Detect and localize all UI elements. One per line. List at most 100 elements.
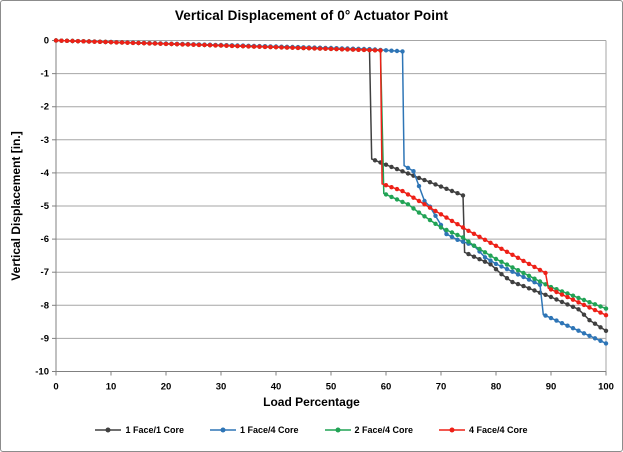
- legend-marker-dot: [105, 427, 111, 433]
- y-tick-label: -4: [41, 168, 50, 179]
- data-point-4-face-4-core: [466, 228, 471, 233]
- data-point-4-face-4-core: [592, 307, 598, 313]
- data-point-1-face-1-core: [389, 164, 394, 170]
- data-point-4-face-4-core: [559, 292, 565, 297]
- legend-marker-dot: [220, 427, 226, 433]
- data-point-1-face-4-core: [587, 333, 592, 338]
- legend-marker-dot: [449, 427, 455, 433]
- data-point-2-face-4-core: [587, 300, 592, 305]
- data-point-1-face-4-core: [455, 237, 460, 242]
- data-point-2-face-4-core: [493, 256, 499, 262]
- data-point-2-face-4-core: [532, 276, 537, 281]
- data-point-4-face-4-core: [70, 38, 75, 44]
- data-point-1-face-4-core: [405, 165, 411, 171]
- data-point-1-face-1-core: [422, 177, 427, 183]
- data-point-4-face-4-core: [224, 43, 229, 48]
- legend-line-marker-icon: [209, 427, 236, 433]
- x-tick-label: 30: [216, 382, 227, 393]
- data-point-2-face-4-core: [449, 230, 455, 235]
- data-point-4-face-4-core: [427, 205, 433, 210]
- data-point-1-face-1-core: [372, 158, 378, 163]
- data-point-4-face-4-core: [383, 183, 389, 188]
- data-point-4-face-4-core: [119, 40, 125, 45]
- x-tick-label: 40: [271, 382, 282, 393]
- data-point-4-face-4-core: [147, 41, 152, 46]
- data-point-4-face-4-core: [240, 44, 246, 49]
- y-tick-label: -1: [41, 69, 50, 80]
- data-point-4-face-4-core: [515, 255, 521, 260]
- data-point-1-face-1-core: [394, 166, 400, 172]
- data-point-4-face-4-core: [444, 215, 449, 220]
- x-tick-label: 0: [53, 382, 58, 393]
- data-point-4-face-4-core: [378, 48, 383, 53]
- legend-line-marker-icon: [95, 427, 122, 433]
- data-point-4-face-4-core: [433, 208, 438, 214]
- data-point-1-face-4-core: [532, 280, 537, 285]
- data-point-4-face-4-core: [339, 47, 345, 52]
- data-point-1-face-4-core: [394, 48, 400, 54]
- data-point-2-face-4-core: [411, 206, 416, 211]
- data-point-4-face-4-core: [504, 249, 510, 254]
- data-point-4-face-4-core: [570, 297, 576, 302]
- data-point-4-face-4-core: [229, 43, 235, 49]
- legend-item-label: 2 Face/4 Core: [354, 425, 414, 435]
- data-point-4-face-4-core: [389, 185, 394, 190]
- data-point-4-face-4-core: [207, 43, 213, 48]
- data-point-1-face-4-core: [416, 183, 422, 189]
- data-point-4-face-4-core: [246, 44, 251, 49]
- data-point-4-face-4-core: [537, 267, 543, 273]
- series-line-1-face-4-core: [55, 39, 607, 345]
- data-point-4-face-4-core: [185, 42, 191, 47]
- data-point-2-face-4-core: [405, 202, 411, 207]
- data-point-4-face-4-core: [163, 41, 169, 47]
- data-point-2-face-4-core: [433, 221, 438, 226]
- data-point-1-face-4-core: [526, 277, 532, 282]
- data-point-4-face-4-core: [477, 234, 482, 239]
- data-point-1-face-1-core: [543, 292, 548, 297]
- legend-item-label: 1 Face/4 Core: [239, 425, 299, 435]
- data-point-4-face-4-core: [136, 40, 141, 46]
- data-point-2-face-4-core: [471, 243, 477, 248]
- data-point-4-face-4-core: [565, 294, 570, 300]
- data-point-1-face-1-core: [488, 262, 493, 267]
- data-point-1-face-1-core: [438, 184, 444, 189]
- legend-item: 4 Face/4 Core: [439, 425, 528, 435]
- data-point-4-face-4-core: [521, 258, 526, 264]
- y-tick-label: -3: [41, 135, 49, 146]
- data-point-1-face-4-core: [433, 213, 438, 218]
- data-point-2-face-4-core: [526, 273, 532, 278]
- data-point-4-face-4-core: [499, 246, 504, 251]
- data-point-2-face-4-core: [422, 214, 427, 219]
- data-point-1-face-1-core: [587, 318, 592, 323]
- data-point-1-face-1-core: [532, 288, 537, 293]
- data-point-4-face-4-core: [400, 188, 405, 194]
- data-point-1-face-1-core: [521, 283, 526, 289]
- data-point-4-face-4-core: [262, 44, 268, 50]
- data-point-4-face-4-core: [114, 40, 119, 45]
- data-point-1-face-4-core: [488, 258, 493, 263]
- data-point-1-face-1-core: [565, 302, 570, 307]
- x-tick-label: 60: [381, 382, 392, 393]
- data-point-4-face-4-core: [218, 43, 224, 48]
- data-point-1-face-4-core: [570, 326, 576, 331]
- series-2-face-4-core: [53, 38, 609, 311]
- x-tick-label: 100: [598, 382, 614, 393]
- data-point-4-face-4-core: [191, 42, 196, 47]
- data-point-4-face-4-core: [598, 310, 603, 315]
- x-tick-label: 10: [106, 382, 117, 393]
- data-point-1-face-4-core: [510, 269, 515, 274]
- x-tick-label: 70: [436, 382, 447, 393]
- series-1-face-4-core: [53, 38, 609, 346]
- data-point-1-face-4-core: [515, 272, 521, 277]
- data-point-4-face-4-core: [576, 300, 581, 305]
- data-point-4-face-4-core: [493, 243, 499, 248]
- data-point-1-face-4-core: [400, 49, 405, 54]
- data-point-4-face-4-core: [449, 218, 455, 224]
- series-4-face-4-core: [53, 38, 609, 318]
- data-point-4-face-4-core: [81, 39, 86, 44]
- x-tick-label: 90: [546, 382, 557, 393]
- data-point-4-face-4-core: [394, 186, 400, 192]
- data-point-1-face-4-core: [576, 328, 581, 333]
- legend-item: 2 Face/4 Core: [324, 425, 414, 435]
- data-point-4-face-4-core: [372, 48, 378, 53]
